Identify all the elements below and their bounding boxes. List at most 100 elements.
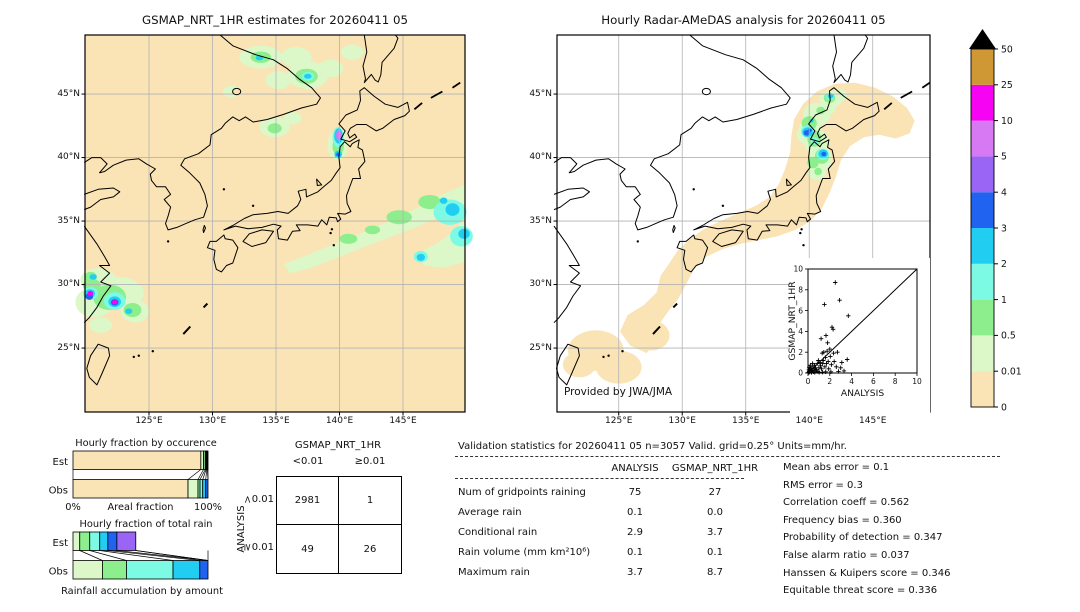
lat-tick-label: 25°N bbox=[529, 342, 552, 353]
island-dot bbox=[636, 240, 639, 243]
stat-analysis-value: 3.7 bbox=[627, 567, 643, 578]
colorbar-segment bbox=[971, 335, 994, 372]
scatter-point bbox=[826, 359, 831, 364]
contingency-col-group: GSMAP_NRT_1HR bbox=[294, 440, 382, 451]
coastline bbox=[338, 87, 410, 143]
lon-tick-label: 130°E bbox=[668, 416, 696, 426]
frac-chart-title: Hourly fraction by occurence bbox=[75, 438, 217, 449]
coastline bbox=[693, 139, 836, 241]
scatter-point bbox=[826, 366, 831, 371]
coastline bbox=[223, 139, 366, 241]
inset-y-axis-label: GSMAP_NRT_1HR bbox=[787, 281, 798, 361]
colorbar-overflow-triangle bbox=[969, 29, 996, 49]
bar-segment bbox=[72, 560, 103, 580]
colorbar-segment bbox=[971, 299, 994, 336]
scatter-point bbox=[823, 355, 828, 360]
colorbar-tick-label: 25 bbox=[1001, 80, 1013, 91]
scatter-point bbox=[817, 360, 823, 365]
validation-col-gsmap: GSMAP_NRT_1HR bbox=[671, 463, 759, 474]
inset-background bbox=[790, 258, 930, 435]
coastline bbox=[413, 102, 423, 110]
score-line: Probability of detection = 0.347 bbox=[783, 532, 943, 544]
coastline bbox=[553, 225, 582, 324]
scatter-point bbox=[831, 351, 836, 356]
stat-row-label: Rain volume (mm km²10⁶) bbox=[458, 547, 591, 558]
stat-row-label: Conditional rain bbox=[458, 527, 538, 538]
scatter-point bbox=[830, 327, 836, 332]
rain-blob bbox=[445, 203, 460, 216]
connector-line bbox=[116, 550, 209, 561]
inset-y-tick-label: 4 bbox=[798, 327, 803, 336]
bar-segment bbox=[89, 531, 101, 551]
score-line: Frequency bias = 0.360 bbox=[783, 514, 902, 526]
scatter-point bbox=[832, 359, 837, 364]
connector-line bbox=[202, 469, 207, 480]
island-dot bbox=[329, 231, 332, 235]
radar-map-title: Hourly Radar-AMeDAS analysis for 2026041… bbox=[601, 13, 886, 27]
lat-tick-label: 45°N bbox=[57, 88, 80, 99]
scatter-point bbox=[822, 302, 827, 307]
rain-blob bbox=[458, 228, 470, 239]
coastline bbox=[202, 225, 206, 233]
inset-y-tick-label: 2 bbox=[798, 348, 803, 357]
bar-segment bbox=[199, 479, 204, 499]
island-dot bbox=[621, 350, 624, 353]
scatter-point bbox=[818, 336, 824, 341]
coastline bbox=[883, 102, 893, 110]
lon-tick-label: 125°E bbox=[135, 416, 163, 426]
scatter-point bbox=[825, 340, 830, 345]
lon-tick-label: 140°E bbox=[325, 416, 354, 426]
rain-blob bbox=[339, 233, 358, 244]
lake bbox=[701, 87, 711, 96]
bar-segment bbox=[79, 531, 91, 551]
scatter-point bbox=[812, 363, 817, 368]
rain-blob bbox=[821, 151, 827, 157]
lat-tick-label: 40°N bbox=[529, 152, 552, 163]
rain-blob bbox=[816, 106, 826, 115]
coastline bbox=[242, 229, 274, 247]
inset-y-tick-label: 6 bbox=[798, 306, 803, 315]
contingency-row-label: ≥0.01 bbox=[238, 542, 274, 553]
score-line: Hanssen & Kuipers score = 0.346 bbox=[783, 567, 951, 579]
stat-row-label: Maximum rain bbox=[458, 567, 530, 578]
divider-dashed-header bbox=[455, 478, 744, 479]
rain-blob bbox=[283, 111, 302, 125]
inset-x-tick-label: 2 bbox=[827, 377, 832, 386]
rain-blob bbox=[364, 225, 381, 235]
bar-segment bbox=[107, 531, 118, 551]
rain-blob bbox=[111, 299, 118, 305]
row-label-value: 0.01 bbox=[251, 542, 274, 553]
island-dot bbox=[721, 204, 725, 207]
coastline bbox=[672, 225, 676, 233]
colorbar-segment bbox=[971, 192, 994, 228]
axis-label: Areal fraction bbox=[107, 502, 173, 513]
map-border bbox=[556, 34, 931, 413]
rain-blob bbox=[336, 130, 342, 141]
row-label: Obs bbox=[49, 486, 68, 497]
scatter-point bbox=[828, 354, 833, 359]
lake bbox=[232, 87, 242, 96]
bar-segment bbox=[116, 531, 137, 551]
rain-blob bbox=[416, 253, 425, 261]
inset-x-axis-label: ANALYSIS bbox=[841, 388, 884, 399]
score-line: Equitable threat score = 0.336 bbox=[783, 585, 938, 597]
scatter-point bbox=[815, 361, 820, 366]
stat-gsmap-value: 0.0 bbox=[707, 507, 723, 518]
bar-segment bbox=[199, 560, 209, 580]
island-dot bbox=[802, 244, 805, 247]
lat-tick-label: 30°N bbox=[57, 279, 80, 290]
coastline bbox=[921, 81, 931, 89]
contingency-row-label: <0.01 bbox=[238, 494, 274, 505]
rain-blob bbox=[439, 197, 448, 204]
connector-line bbox=[107, 550, 200, 561]
lon-tick-label: 140°E bbox=[795, 416, 823, 426]
coastline bbox=[202, 302, 209, 309]
rain-blob bbox=[317, 59, 344, 78]
island-dot bbox=[332, 244, 335, 247]
rain-blob bbox=[808, 128, 812, 132]
bar-segment bbox=[187, 479, 199, 499]
lon-tick-label: 135°E bbox=[262, 416, 290, 426]
bar-segment bbox=[72, 479, 189, 499]
colorbar-segment bbox=[971, 84, 994, 121]
coastline bbox=[83, 225, 112, 324]
